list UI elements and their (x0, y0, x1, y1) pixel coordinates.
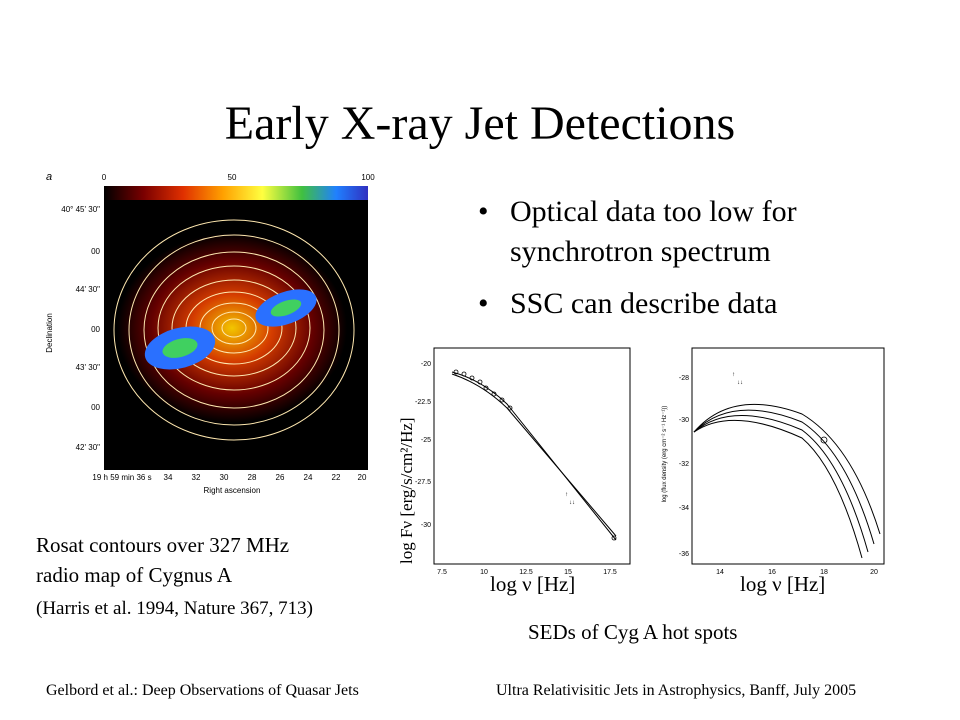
y-tick: -36 (679, 551, 689, 558)
svg-text:↑: ↑ (565, 492, 568, 498)
dec-tick: 00 (91, 247, 100, 256)
footer-right: Ultra Relativisitic Jets in Astrophysics… (496, 682, 857, 699)
dec-tick: 00 (91, 403, 100, 412)
x-tick: 15 (564, 569, 572, 576)
x-tick: 14 (716, 569, 724, 576)
model-curves (693, 403, 881, 559)
y-tick: -34 (679, 505, 689, 512)
ra-tick: 24 (304, 473, 313, 482)
sed-caption: SEDs of Cyg A hot spots (528, 620, 738, 644)
ra-tick: 26 (276, 473, 285, 482)
x-tick: 18 (820, 569, 828, 576)
inner-y-label: log (flux density (erg cm⁻² s⁻¹ Hz⁻¹)) (662, 406, 668, 503)
svg-text:↓↓: ↓↓ (569, 500, 575, 506)
upper-limit-marks: ↑↓↓ (732, 372, 743, 386)
colorbar-tick: 100 (361, 173, 375, 182)
y-tick: -32 (679, 461, 689, 468)
x-tick: 7.5 (437, 569, 447, 576)
svg-text:↓↓: ↓↓ (737, 380, 743, 386)
colorbar-tick: 50 (228, 173, 237, 182)
y-tick: -22.5 (415, 399, 431, 406)
colorbar (104, 186, 368, 200)
sed-x-axis-label-right: log ν [Hz] (740, 572, 826, 596)
model-curve (451, 373, 617, 537)
y-tick: -28 (679, 375, 689, 382)
bullet-list: • Optical data too low for synchrotron sp… (478, 192, 918, 336)
y-tick: -27.5 (415, 479, 431, 486)
y-tick: -30 (679, 417, 689, 424)
data-points (453, 369, 617, 541)
x-tick: 17.5 (603, 569, 617, 576)
panel-letter: a (46, 171, 52, 183)
sed-plot-right: log (flux density (erg cm⁻² s⁻¹ Hz⁻¹)) -… (662, 347, 885, 576)
ra-tick: 20 (358, 473, 367, 482)
ra-tick: 19 h 59 min 36 s (92, 473, 151, 482)
bullet-icon: • (478, 195, 489, 228)
map-caption-line: radio map of Cygnus A (36, 563, 232, 587)
upper-limit-marks: ↑↓↓ (565, 492, 575, 506)
ra-tick: 28 (248, 473, 257, 482)
x-tick: 16 (768, 569, 776, 576)
sed-y-axis-label: log Fν [erg/s/cm²/Hz] (397, 417, 416, 564)
map-caption: Rosat contours over 327 MHz radio map of… (36, 530, 396, 590)
ra-tick: 34 (164, 473, 173, 482)
slide-title: Early X-ray Jet Detections (224, 97, 736, 150)
plot-frame (433, 347, 631, 565)
y-tick: -25 (421, 437, 431, 444)
ra-tick: 22 (332, 473, 341, 482)
footer-left: Gelbord et al.: Deep Observations of Qua… (46, 682, 359, 699)
dec-tick: 43' 30" (76, 363, 101, 372)
dec-tick: 42' 30" (76, 443, 101, 452)
colorbar-tick: 0 (102, 173, 107, 182)
model-curve (451, 371, 617, 541)
sed-plot-left: -20 -22.5 -25 -27.5 -30 7.5 10 12.5 15 1… (415, 347, 631, 576)
sed-x-axis-label-left: log ν [Hz] (490, 572, 576, 596)
x-tick: 20 (870, 569, 878, 576)
y-tick: -30 (421, 522, 431, 529)
x-tick: 12.5 (519, 569, 533, 576)
bullet-item: • SSC can describe data (478, 284, 918, 324)
plot-frame (691, 347, 885, 565)
bullet-item: • Optical data too low for synchrotron sp… (478, 192, 918, 272)
bullet-icon: • (478, 287, 489, 320)
dec-tick: 40° 45' 30" (61, 205, 100, 214)
radio-emission (117, 233, 347, 423)
bullet-text: Optical data too low for synchrotron spe… (510, 195, 797, 268)
svg-text:↑: ↑ (732, 372, 735, 378)
map-reference: (Harris et al. 1994, Nature 367, 713) (36, 598, 314, 619)
y-tick: -20 (421, 361, 431, 368)
ra-tick: 32 (192, 473, 201, 482)
dec-tick: 00 (91, 325, 100, 334)
ra-axis-label: Right ascension (204, 486, 261, 495)
ra-tick: 30 (220, 473, 229, 482)
data-point (820, 436, 828, 444)
radio-map-figure: a 0 50 100 40° 45' 30" 00 44' 30" 00 43'… (42, 168, 388, 498)
x-tick: 10 (480, 569, 488, 576)
map-caption-line: Rosat contours over 327 MHz (36, 533, 290, 557)
dec-tick: 44' 30" (76, 285, 101, 294)
dec-axis-label: Declination (45, 313, 54, 353)
bullet-text: SSC can describe data (510, 287, 778, 320)
